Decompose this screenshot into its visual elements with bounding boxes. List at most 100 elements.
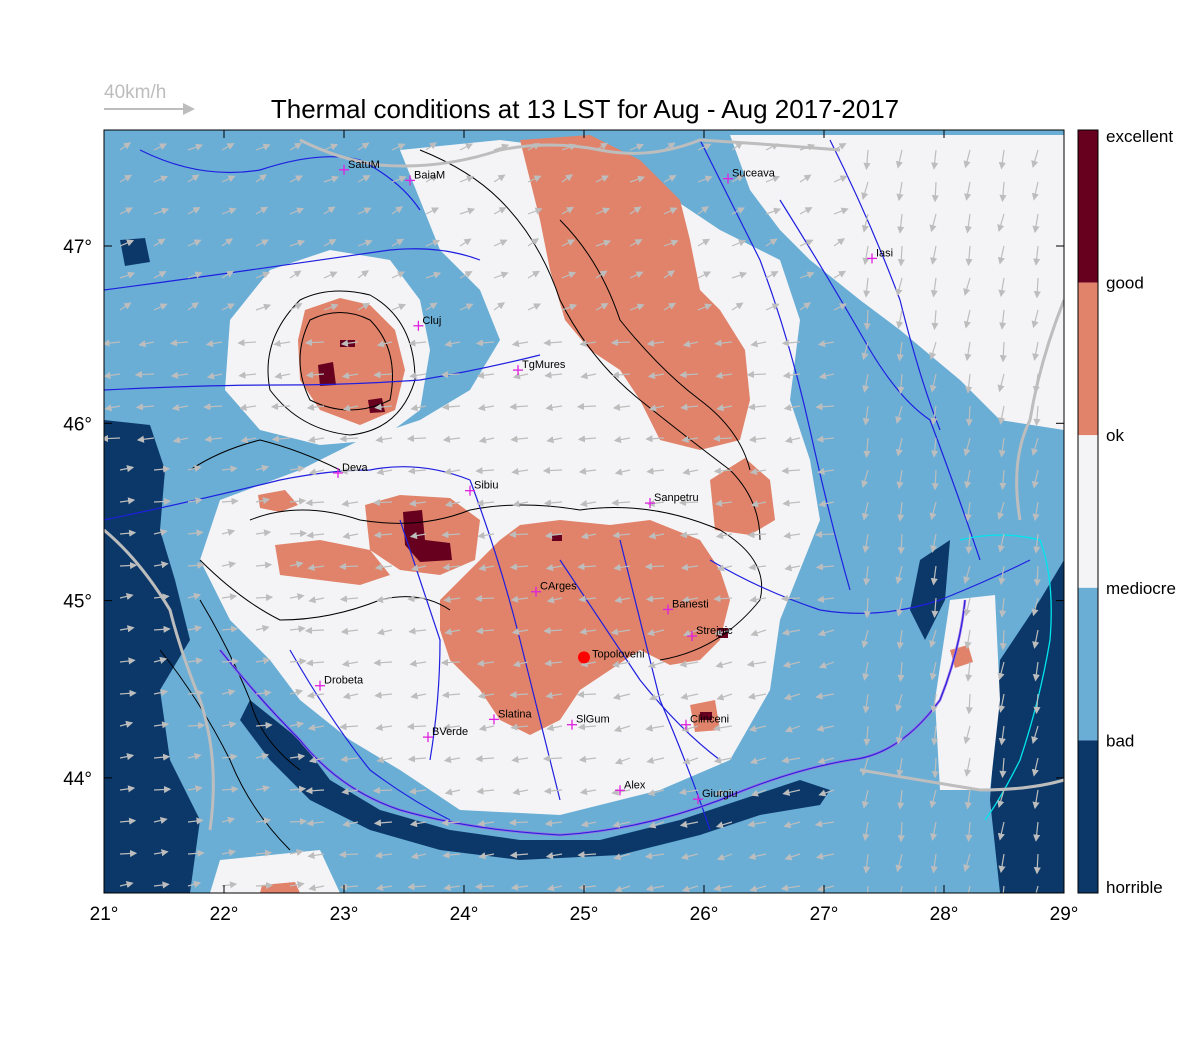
city-label: BaiaM [414,169,445,181]
wind-arrow [595,270,608,279]
wind-arrow [862,533,870,554]
wind-arrow [1033,693,1041,715]
wind-arrow [153,143,168,151]
wind-arrow [444,340,461,348]
wind-arrow [104,434,121,443]
wind-arrow [289,785,307,793]
wind-arrow [731,302,744,311]
wind-arrow [998,693,1006,713]
colorbar-label: bad [1106,731,1134,750]
wind-arrow [780,594,801,603]
wind-arrow [897,533,905,555]
wind-arrow [442,435,461,443]
wind-arrow [509,563,529,571]
wind-arrow [255,689,272,697]
wind-arrow [861,469,869,488]
wind-arrow [237,339,257,347]
wind-arrow [306,403,325,411]
wind-arrow [967,885,971,893]
wind-arrow [373,819,393,827]
wind-arrow [170,371,189,379]
wind-arrow [929,373,937,393]
wind-arrow [289,497,307,505]
wind-arrow [862,373,870,393]
city-cluj: Cluj [413,315,441,331]
wind-arrow [1032,661,1040,682]
wind-arrow [931,757,939,779]
wind-arrow [153,528,168,536]
wind-arrow [783,404,801,412]
wind-arrow [765,303,780,311]
wind-arrow [527,175,542,183]
wind-arrow [931,469,939,491]
wind-arrow [896,597,904,617]
wind-arrow [542,466,563,475]
wind-arrow [153,593,170,601]
wind-arrow [221,175,236,183]
wind-arrow [544,531,563,539]
city-giurgiu: Giurgiu [693,788,737,805]
wind-arrow [459,238,472,247]
wind-arrow [270,402,291,411]
wind-arrow [712,724,733,732]
wind-arrow [963,725,971,745]
wind-arrow [663,302,677,311]
wind-arrow [187,143,204,151]
colorbar-frame [1077,129,1099,894]
wind-arrow [861,181,869,200]
wind-arrow [441,819,461,827]
wind-arrow [289,465,306,473]
wind-arrow [746,660,767,668]
wind-arrow [629,175,646,183]
wind-arrow [931,437,939,458]
wind-arrow [681,435,699,443]
wind-arrow [716,404,733,412]
wind-arrow [1031,725,1039,744]
wind-arrow [595,207,611,215]
wind-arrow [289,625,306,633]
wind-arrow [376,628,393,636]
wind-arrow [340,627,359,635]
rivers [104,139,1031,831]
city-label: Clinceni [690,714,729,726]
wind-arrow [542,754,563,763]
wind-arrow [613,853,631,861]
wind-arrow [561,239,576,247]
wind-arrow [784,853,801,861]
wind-arrow [965,693,973,715]
colorbar-label: horrible [1106,878,1163,897]
wind-arrow [187,464,202,472]
wind-arrow [750,789,767,797]
wind-arrow [765,238,778,247]
wind-arrow [897,501,905,522]
wind-arrow [339,595,359,603]
wind-arrow [308,596,325,604]
wind-arrow [997,533,1005,553]
wind-arrow [478,724,495,732]
wind-arrow [863,277,871,298]
wind-arrow [221,688,236,696]
wind-arrow [341,372,359,380]
wind-arrow [477,819,495,827]
wind-arrow [172,436,189,444]
wind-arrow [475,467,495,475]
wind-arrow [595,142,609,151]
wind-arrow [629,239,643,247]
wind-arrow [963,149,971,169]
highlight-marker-icon [578,651,590,664]
wind-arrow [713,467,733,475]
wind-arrow [410,404,427,412]
wind-arrow [1002,885,1005,893]
city-label: Slatina [498,708,533,720]
wind-arrow [714,499,733,507]
wind-arrow [238,371,257,379]
wind-arrow [697,303,713,311]
wind-arrow [579,500,597,508]
wind-arrow [206,372,223,380]
wind-arrow [338,562,359,571]
wind-arrow [169,339,189,347]
wind-arrow [784,436,801,444]
wind-arrow [863,597,871,619]
x-tick-label: 28° [930,904,959,925]
wind-arrow [929,661,937,681]
